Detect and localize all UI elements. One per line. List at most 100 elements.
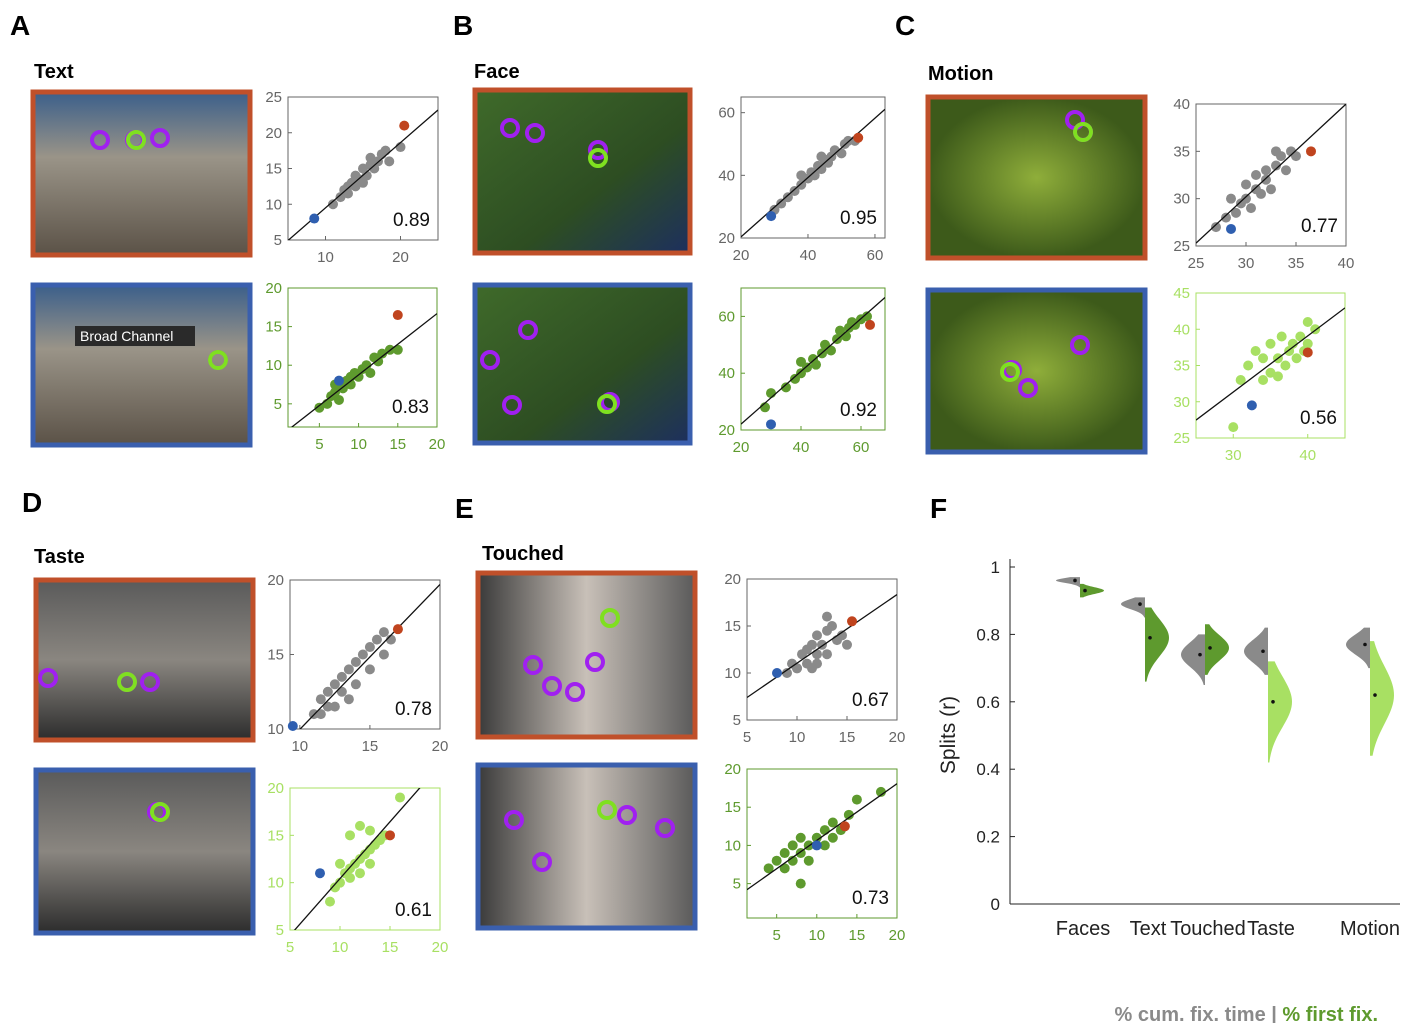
point (779, 863, 790, 874)
point (1261, 174, 1271, 185)
y-tick-label: 20 (267, 572, 284, 589)
highlight-point (865, 319, 875, 330)
fixation-ring (588, 148, 608, 168)
point (771, 855, 782, 866)
fixation-ring (532, 852, 552, 872)
x-tick-label: 10 (350, 436, 367, 453)
legend: % cum. fix. time | % first fix. (1115, 1004, 1378, 1023)
x-tick-label: 15 (839, 729, 856, 746)
point (1243, 360, 1254, 371)
point (336, 686, 347, 697)
point (1251, 170, 1261, 180)
y-tick-label: 15 (265, 161, 282, 178)
point (314, 402, 325, 413)
point (843, 809, 854, 820)
y-tick-label: 35 (1173, 143, 1190, 160)
highlight-point (1246, 400, 1257, 411)
point (322, 701, 333, 712)
point (826, 345, 836, 356)
y-tick-label: 20 (718, 422, 735, 439)
x-tick-label: 20 (429, 436, 446, 453)
r-value: 0.61 (395, 900, 432, 921)
point (378, 649, 389, 660)
highlight-point (853, 132, 864, 143)
median-dot (1271, 700, 1275, 704)
point (1280, 360, 1291, 371)
point (766, 388, 776, 399)
fixation-ring (126, 130, 146, 150)
point (827, 817, 838, 828)
median-dot (1073, 578, 1077, 583)
y-tick-label: 0.6 (976, 693, 1000, 712)
point (1261, 165, 1271, 176)
x-tick-label: 15 (362, 738, 379, 755)
point (812, 649, 822, 660)
median-dot (1373, 693, 1377, 697)
median-dot (1148, 635, 1152, 640)
point (822, 611, 832, 622)
points (1211, 146, 1301, 233)
y-tick-label: 0.4 (976, 760, 1000, 779)
x-tick-label: Text (1130, 918, 1167, 940)
point (380, 145, 391, 156)
violin-half (1346, 627, 1370, 669)
point (819, 840, 830, 851)
violin-half (1181, 634, 1205, 685)
fixation-ring (597, 394, 617, 414)
fixation-ring (655, 818, 675, 838)
y-axis-label: Splits (r) (937, 696, 960, 774)
y-tick-label: 10 (265, 196, 282, 213)
fixation-ring (565, 682, 585, 702)
highlight-point (392, 310, 403, 321)
y-tick-label: 10 (265, 357, 282, 374)
point (350, 656, 361, 667)
y-tick-label: 40 (718, 167, 735, 184)
y-tick-label: 20 (718, 230, 735, 247)
fixation-ring (150, 802, 170, 822)
highlight-point (309, 213, 320, 224)
y-tick-label: 5 (733, 876, 741, 893)
point (1271, 146, 1281, 157)
x-tick-label: 30 (1238, 255, 1255, 272)
point (329, 679, 340, 690)
point (836, 148, 847, 159)
point (1235, 375, 1246, 385)
point (792, 663, 802, 674)
x-tick-label: 30 (1225, 447, 1242, 464)
y-tick-label: 20 (267, 780, 284, 797)
point (796, 170, 807, 181)
x-tick-label: 20 (889, 927, 906, 944)
highlight-point (847, 616, 857, 627)
point (345, 872, 355, 883)
y-tick-label: 40 (1173, 96, 1190, 113)
points (1228, 317, 1321, 433)
photo (475, 762, 698, 931)
x-tick-label: Touched (1170, 918, 1246, 940)
x-tick-label: 20 (733, 439, 750, 456)
point (343, 664, 354, 675)
fixation-ring (1018, 378, 1038, 398)
panel-letter: F (930, 493, 947, 524)
y-tick-label: 25 (1173, 430, 1190, 447)
point (350, 679, 361, 690)
fixation-ring (150, 128, 170, 148)
y-tick-label: 15 (724, 618, 741, 635)
x-tick-label: 20 (432, 738, 449, 755)
point (812, 630, 822, 641)
point (1291, 151, 1301, 162)
point (1281, 165, 1291, 176)
y-tick-label: 5 (733, 712, 741, 729)
point (787, 855, 798, 866)
y-tick-label: 0.2 (976, 828, 1000, 847)
point (819, 825, 830, 836)
x-tick-label: 10 (291, 738, 308, 755)
point (782, 192, 793, 203)
point (1295, 331, 1306, 342)
fit-line (741, 108, 885, 238)
x-tick-label: 10 (332, 939, 349, 956)
point (1228, 422, 1239, 433)
x-tick-label: 20 (432, 939, 449, 956)
legend-entry: % first fix. (1282, 1004, 1378, 1023)
r-value: 0.95 (840, 208, 877, 229)
